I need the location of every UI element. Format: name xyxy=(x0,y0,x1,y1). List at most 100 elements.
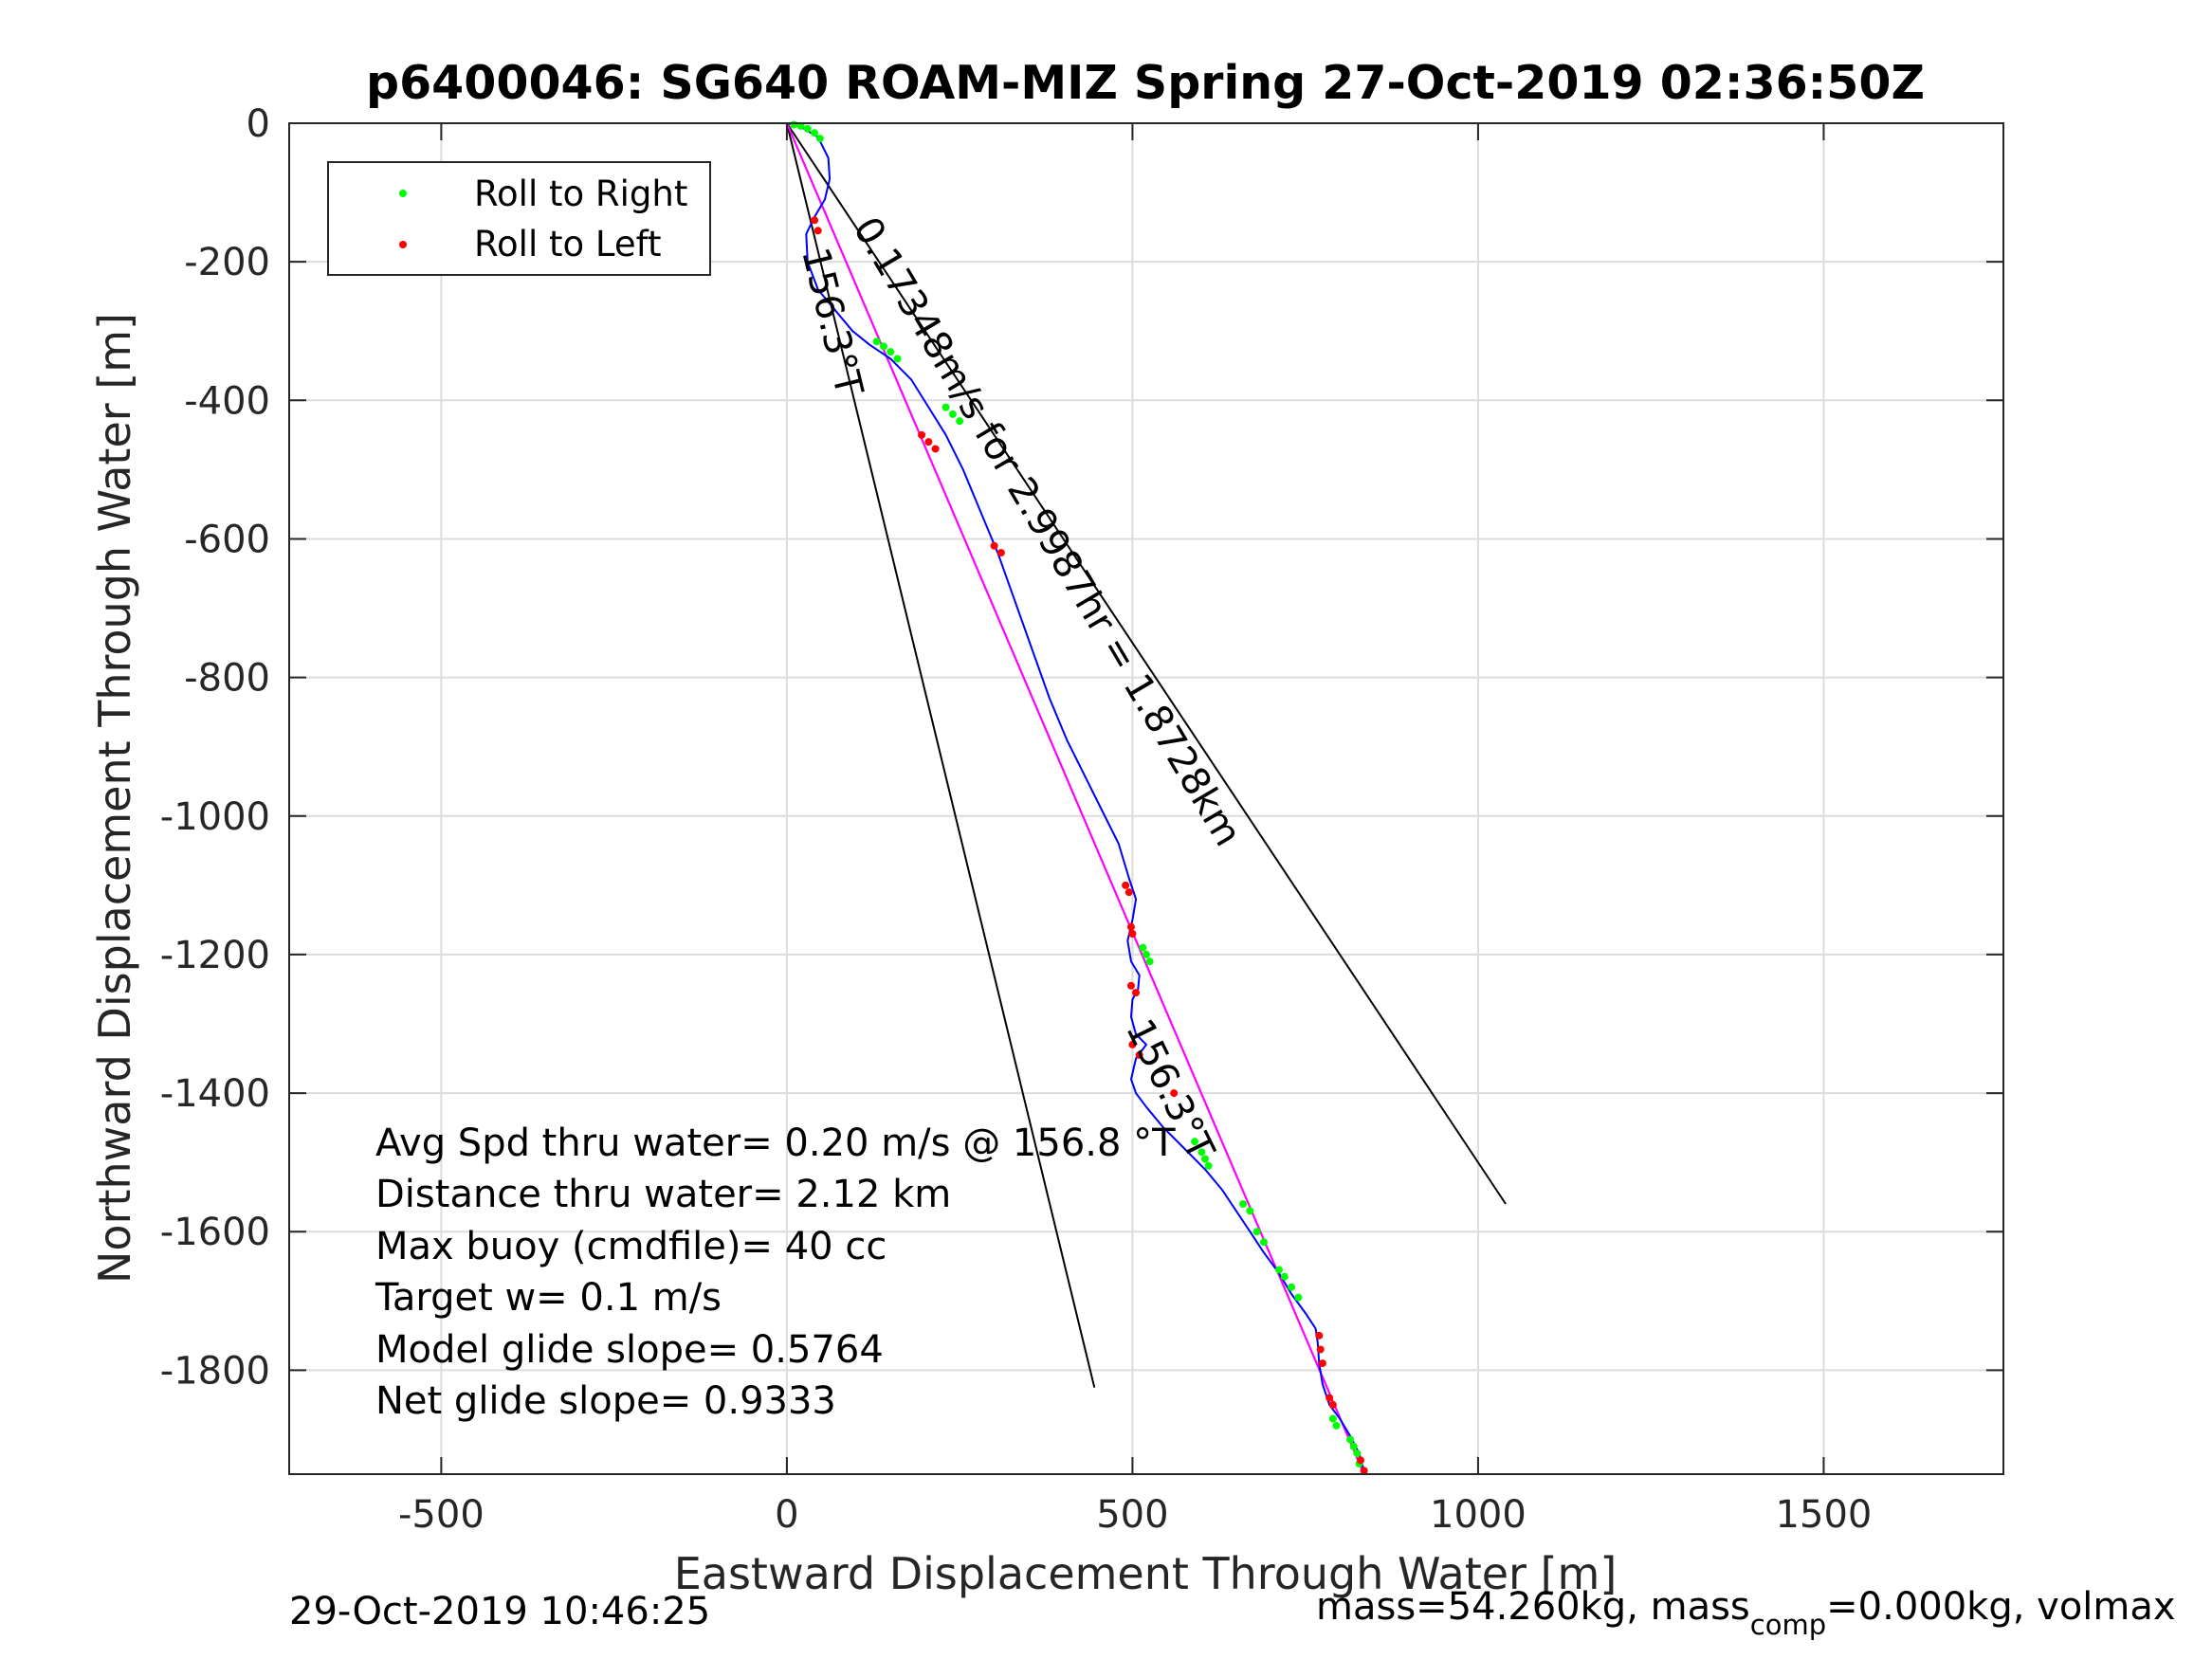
y-tick-label: 0 xyxy=(247,102,270,146)
axes-background xyxy=(289,123,2003,1474)
roll-left-point xyxy=(996,549,1005,557)
roll-left-point xyxy=(1328,1400,1337,1409)
roll-right-point xyxy=(1139,943,1147,952)
y-tick-label: -1000 xyxy=(160,795,270,839)
legend-label-roll-left: Roll to Left xyxy=(474,224,662,264)
roll-left-point xyxy=(1360,1467,1368,1475)
annotation-model-glide: Model glide slope= 0.5764 xyxy=(375,1328,884,1372)
roll-right-point xyxy=(1145,957,1154,966)
roll-left-point xyxy=(1124,888,1133,897)
y-axis-label: Northward Displacement Through Water [m] xyxy=(89,313,140,1284)
roll-right-point xyxy=(872,337,881,346)
roll-left-point xyxy=(924,438,933,447)
legend-label-roll-right: Roll to Right xyxy=(474,173,687,214)
legend-marker-roll-left xyxy=(399,241,407,248)
footer-mass-text: mass=54.260kg, masscomp=0.000kg, volmax xyxy=(1316,1585,2176,1641)
roll-left-point xyxy=(990,541,998,550)
roll-right-point xyxy=(1191,1138,1199,1146)
roll-right-point xyxy=(790,120,798,129)
x-tick-label: 1500 xyxy=(1776,1493,1873,1537)
roll-right-point xyxy=(1349,1442,1358,1450)
roll-left-point xyxy=(1316,1345,1325,1354)
plot-area: 156.3°T0.17348m/s for 2.9987hr = 1.8728k… xyxy=(160,102,2004,1537)
roll-right-point xyxy=(1259,1238,1268,1247)
cone-line-left xyxy=(785,122,1096,1388)
legend-marker-roll-right xyxy=(399,190,407,197)
x-ticks: -500 0 500 1000 1500 xyxy=(398,123,1872,1537)
roll-left-point xyxy=(1128,1040,1137,1048)
roll-right-point xyxy=(1274,1266,1283,1274)
roll-right-point xyxy=(1332,1421,1341,1430)
roll-right-point xyxy=(1197,1148,1206,1157)
roll-right-point xyxy=(1294,1293,1303,1302)
x-tick-label: 0 xyxy=(775,1493,798,1537)
roll-right-point xyxy=(1280,1272,1289,1281)
roll-right-point xyxy=(1246,1207,1254,1215)
y-tick-label: -400 xyxy=(184,379,270,423)
x-tick-label: 1000 xyxy=(1430,1493,1526,1537)
roll-left-point xyxy=(1122,881,1130,889)
roll-right-point xyxy=(893,355,902,363)
roll-left-point xyxy=(918,430,926,439)
roll-left-point xyxy=(1357,1456,1364,1465)
roll-left-point xyxy=(931,445,940,453)
y-tick-label: -200 xyxy=(184,241,270,284)
annotation-distance: Distance thru water= 2.12 km xyxy=(375,1173,951,1216)
roll-right-point xyxy=(815,135,824,143)
roll-left-point xyxy=(1135,1050,1143,1059)
roll-right-point xyxy=(1353,1449,1362,1458)
x-tick-label: -500 xyxy=(398,1493,484,1537)
chart-title: p6400046: SG640 ROAM-MIZ Spring 27-Oct-2… xyxy=(366,56,1925,110)
footer-timestamp: 29-Oct-2019 10:46:25 xyxy=(289,1590,710,1633)
annotation-target-w: Target w= 0.1 m/s xyxy=(375,1276,722,1320)
roll-right-point xyxy=(1288,1283,1296,1291)
roll-right-point xyxy=(1328,1414,1337,1423)
roll-left-point xyxy=(814,227,822,235)
cone-lines xyxy=(785,122,1507,1388)
footer-mass-suffix: =0.000kg, volmax xyxy=(1826,1585,2175,1629)
roll-left-point xyxy=(1325,1394,1334,1402)
roll-left-point xyxy=(1126,922,1135,931)
roll-right-point xyxy=(1200,1155,1209,1163)
roll-right-point xyxy=(811,129,819,137)
x-tick-label: 500 xyxy=(1096,1493,1168,1537)
axes-box xyxy=(288,122,2004,1475)
roll-left-point xyxy=(1318,1359,1326,1368)
roll-right-point xyxy=(1252,1228,1261,1236)
roll-left-point xyxy=(1170,1089,1179,1098)
roll-left-point xyxy=(1126,981,1135,990)
roll-right-point xyxy=(1239,1200,1248,1208)
roll-right-point xyxy=(879,342,887,351)
y-tick-label: -1800 xyxy=(160,1349,270,1393)
cone-line-right xyxy=(786,122,1507,1205)
track-line xyxy=(786,122,1365,1471)
annotation-net-glide: Net glide slope= 0.9333 xyxy=(375,1379,836,1423)
roll-left-point xyxy=(1315,1331,1324,1340)
y-tick-label: -1200 xyxy=(160,934,270,977)
annotation-max-buoy: Max buoy (cmdfile)= 40 cc xyxy=(375,1225,887,1268)
y-tick-label: -1400 xyxy=(160,1072,270,1116)
legend-box xyxy=(327,161,711,276)
roll-right-point xyxy=(1346,1435,1355,1444)
roll-left-point xyxy=(1132,989,1141,997)
roll-right-point xyxy=(887,348,895,356)
x-axis-label: Eastward Displacement Through Water [m] xyxy=(674,1548,1618,1599)
roll-left-point xyxy=(811,216,819,225)
roll-left-point xyxy=(1128,930,1137,938)
grid xyxy=(289,122,2003,1474)
legend: Roll to Right Roll to Left xyxy=(327,161,711,276)
footer-mass-subscript: comp xyxy=(1750,1609,1826,1641)
roll-right-point xyxy=(941,403,950,411)
stats-annotations: Avg Spd thru water= 0.20 m/s @ 156.8 °T … xyxy=(375,1121,1176,1423)
roll-right-point xyxy=(1204,1161,1213,1170)
track-line-series xyxy=(786,122,1365,1471)
annotation-avg-speed: Avg Spd thru water= 0.20 m/s @ 156.8 °T xyxy=(375,1121,1176,1165)
y-tick-label: -1600 xyxy=(160,1211,270,1254)
roll-right-point xyxy=(948,410,957,418)
y-tick-label: -600 xyxy=(184,518,270,561)
y-tick-label: -800 xyxy=(184,657,270,701)
roll-right-point xyxy=(956,417,964,426)
roll-right-point xyxy=(803,124,812,133)
y-ticks: 0 -200 -400 -600 -800 -1000 -1200 -1400 -1600 -18… xyxy=(160,102,2003,1393)
